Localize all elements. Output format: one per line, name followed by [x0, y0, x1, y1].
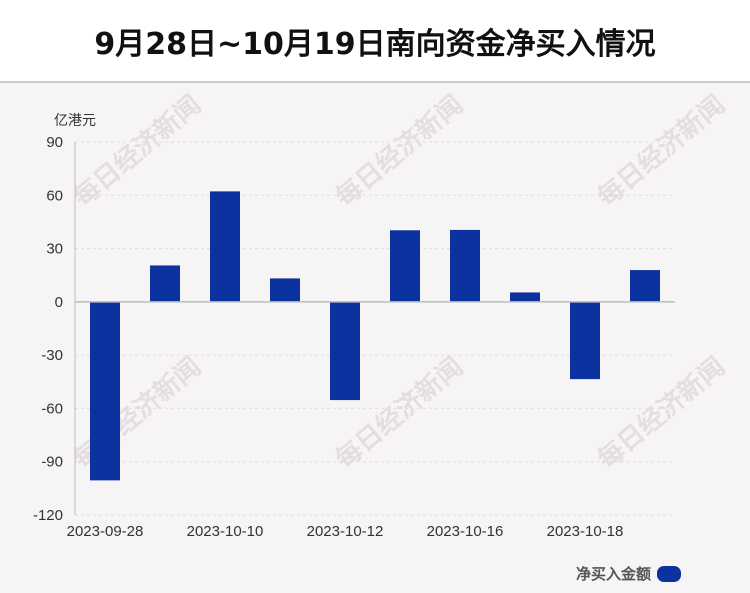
legend: 净买入金额 [576, 563, 682, 584]
chart-title: 9月28日~10月19日南向资金净买入情况 [94, 26, 656, 62]
bar [150, 265, 180, 302]
bar [570, 301, 600, 380]
y-tick-label: 60 [46, 187, 63, 204]
bar [270, 278, 300, 302]
y-tick-label: -90 [41, 454, 63, 471]
bar [90, 301, 120, 481]
y-tick-label: 0 [55, 294, 63, 311]
x-tick-label: 2023-10-12 [307, 523, 384, 540]
x-tick-label: 2023-10-18 [547, 523, 624, 540]
legend-label: 净买入金额 [576, 565, 652, 583]
y-axis-unit: 亿港元 [54, 113, 96, 129]
x-tick-label: 2023-10-10 [187, 523, 264, 540]
y-tick-label: -60 [41, 400, 63, 417]
bar [330, 301, 360, 401]
y-tick-label: 90 [46, 134, 63, 151]
bar [390, 230, 420, 302]
bar [210, 191, 240, 302]
y-tick-label: -30 [41, 347, 63, 364]
bar [450, 229, 480, 302]
header-divider [0, 81, 750, 83]
bar [630, 270, 660, 302]
x-tick-label: 2023-10-16 [427, 523, 504, 540]
chart-panel: 每日经济新闻 每日经济新闻 每日经济新闻 每日经济新闻 每日经济新闻 每日经济新… [0, 83, 750, 593]
y-tick-label: -120 [33, 507, 63, 524]
header: 9月28日~10月19日南向资金净买入情况 [0, 0, 750, 81]
x-tick-label: 2023-09-28 [67, 523, 144, 540]
legend-swatch [657, 565, 682, 582]
bar [510, 292, 540, 302]
y-tick-label: 30 [46, 241, 63, 258]
